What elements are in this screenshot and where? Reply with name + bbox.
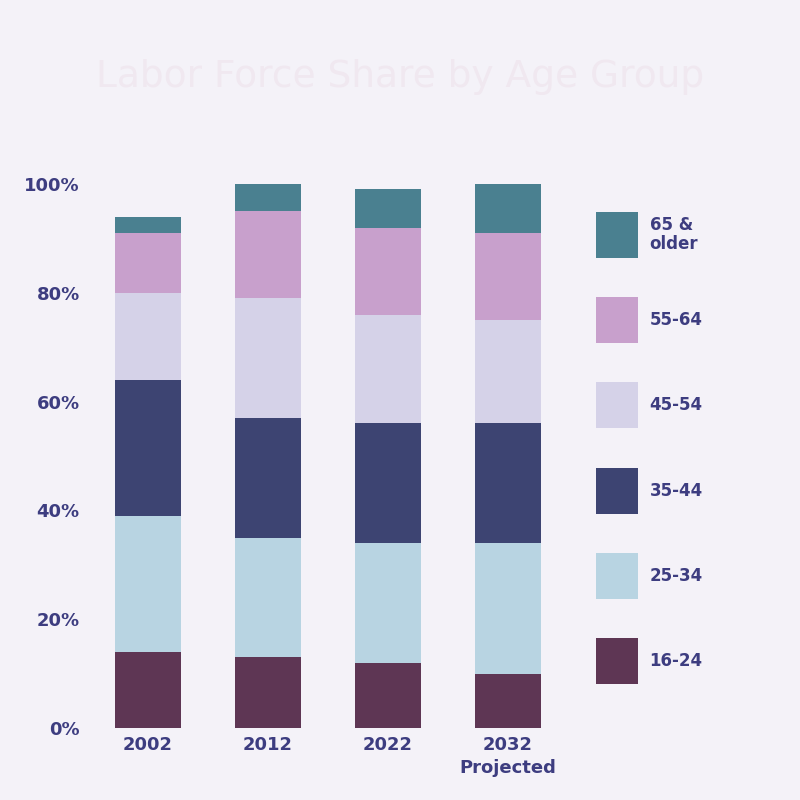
- Bar: [235, 658, 301, 728]
- Bar: [475, 674, 541, 728]
- Bar: [475, 184, 541, 233]
- Bar: [355, 423, 421, 543]
- Bar: [355, 662, 421, 728]
- Bar: [596, 553, 638, 599]
- Bar: [475, 543, 541, 674]
- Text: 16-24: 16-24: [650, 652, 702, 670]
- Bar: [115, 233, 181, 293]
- Bar: [235, 184, 301, 211]
- Bar: [596, 468, 638, 514]
- Bar: [115, 652, 181, 728]
- Bar: [355, 227, 421, 314]
- Bar: [235, 418, 301, 538]
- Bar: [235, 298, 301, 418]
- Text: 35-44: 35-44: [650, 482, 703, 500]
- Text: 45-54: 45-54: [650, 396, 702, 414]
- Bar: [596, 212, 638, 258]
- Text: 55-64: 55-64: [650, 311, 702, 329]
- Text: 65 &
older: 65 & older: [650, 216, 698, 254]
- Bar: [475, 233, 541, 320]
- Bar: [596, 638, 638, 684]
- Bar: [355, 190, 421, 227]
- Bar: [115, 217, 181, 233]
- Text: 25-34: 25-34: [650, 567, 703, 585]
- Bar: [475, 320, 541, 423]
- Bar: [235, 538, 301, 658]
- Bar: [115, 380, 181, 516]
- Bar: [596, 297, 638, 343]
- Bar: [355, 543, 421, 662]
- Bar: [235, 211, 301, 298]
- Text: Labor Force Share by Age Group: Labor Force Share by Age Group: [96, 59, 704, 95]
- Bar: [115, 516, 181, 652]
- Bar: [596, 382, 638, 428]
- Bar: [355, 314, 421, 423]
- Bar: [475, 423, 541, 543]
- Bar: [115, 293, 181, 380]
